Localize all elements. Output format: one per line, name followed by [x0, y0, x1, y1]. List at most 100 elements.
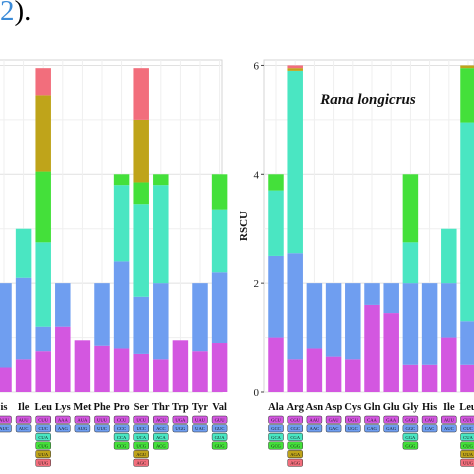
x-tick-label: Ile [18, 402, 30, 413]
x-tick-label: is [0, 402, 7, 413]
codon-label: AGG [290, 461, 301, 466]
codon-box [74, 424, 91, 433]
bar-segment-ile-1 [15, 359, 32, 392]
codon-label: UAC [195, 426, 205, 431]
codon-label: UUU [97, 418, 108, 423]
bar-segment-ser-1 [133, 353, 149, 392]
codon-box [133, 450, 149, 459]
bar-segment-gly-4 [402, 174, 419, 243]
bar-segment-ser-5 [133, 119, 149, 183]
codon-box [211, 441, 228, 450]
codon-label: CUC [463, 426, 472, 431]
codon-box [35, 441, 51, 450]
codon-label: CUU [38, 418, 48, 423]
codon-label: UGC [348, 426, 358, 431]
bar-segment-leu-3 [460, 122, 474, 322]
right-rscu-panel: 0 2 4 6 RSCU Rana longicrus Ala Arg Asn Asp Cys Gln… [238, 59, 474, 467]
bar-segment-thr-3 [153, 185, 169, 284]
bar-segment-lys-1 [55, 326, 71, 392]
bar-segment-asp-1 [325, 356, 342, 392]
codon-label: CUG [38, 443, 48, 448]
codon-box [268, 441, 284, 450]
codon-label: ACU [156, 418, 166, 423]
y-axis-label: RSCU [238, 211, 250, 241]
codon-box [441, 424, 457, 433]
codon-label: GUC [215, 426, 225, 431]
codon-box [306, 415, 323, 424]
codon-box [441, 415, 457, 424]
codon-label: AAC [310, 426, 320, 431]
codon-label: UGA [175, 418, 186, 423]
y-tick-label: 2 [254, 278, 260, 290]
codon-box [402, 441, 419, 450]
plot-area [0, 59, 223, 393]
codon-label: UCG [136, 443, 146, 448]
bar-segment-arg-3 [287, 70, 303, 254]
bar-segment-his-1 [421, 364, 438, 392]
codon-label: GAU [329, 418, 340, 423]
codon-label: GUG [215, 443, 226, 448]
bar-segment-trp-1 [172, 340, 189, 392]
codon-label: GGU [405, 418, 416, 423]
codon-label: UGU [348, 418, 359, 423]
codon-label: GAA [386, 418, 397, 423]
codon-box [383, 415, 399, 424]
bar-segment-gln-1 [364, 304, 380, 392]
codon-label: GCG [271, 443, 281, 448]
codon-label: CGU [290, 418, 300, 423]
bar-segment-ile-2 [441, 283, 457, 338]
bar-segment-arg-2 [287, 253, 303, 360]
codon-box [94, 424, 110, 433]
codon-box [325, 415, 342, 424]
codon-box [287, 424, 303, 433]
codon-box [287, 441, 303, 450]
bar-segment-asp-2 [325, 283, 342, 357]
x-tick-label: Ala [268, 402, 285, 413]
y-tick-label: 6 [254, 60, 260, 72]
codon-label: CAC [425, 426, 434, 431]
codon-box [35, 415, 51, 424]
x-tick-label: Phe [94, 402, 111, 413]
codon-label: ACC [156, 426, 165, 431]
bar-segment-his-2 [0, 283, 12, 368]
x-tick-label: Glu [383, 402, 400, 413]
codon-label: UUA [463, 452, 474, 457]
codon-box [192, 424, 208, 433]
codon-box [287, 415, 303, 424]
codon-label: CUG [463, 443, 473, 448]
codon-box [345, 415, 361, 424]
header-ref-number[interactable]: 2 [0, 0, 15, 27]
bar-segment-glu-1 [383, 313, 399, 392]
codon-box [287, 450, 303, 459]
codon-box [211, 432, 228, 441]
codon-label: AUU [444, 418, 455, 423]
x-tick-label: Tyr [192, 402, 208, 413]
codon-box [133, 441, 149, 450]
bar-segment-ile-3 [441, 228, 457, 284]
bar-segment-ser-2 [133, 296, 149, 354]
codon-box [113, 424, 130, 433]
codon-label: GAG [386, 426, 397, 431]
codon-label: CCA [117, 435, 127, 440]
x-tick-label: Pro [114, 402, 130, 413]
codon-box [345, 424, 361, 433]
codon-label: ACA [156, 435, 166, 440]
x-tick-label: Met [73, 402, 92, 413]
codon-box [421, 415, 438, 424]
codon-box [0, 415, 12, 424]
codon-box [35, 432, 51, 441]
codon-label: UUG [38, 461, 49, 466]
codon-label: UUA [38, 452, 49, 457]
codon-label: AAA [58, 418, 69, 423]
x-tick-label: Gln [364, 402, 381, 413]
bar-segment-ala-3 [268, 190, 284, 256]
x-tick-label: Asn [306, 402, 324, 413]
codon-box [35, 450, 51, 459]
codon-box [460, 432, 474, 441]
codon-box [211, 424, 228, 433]
x-tick-label: Leu [34, 402, 52, 413]
bar-segment-lys-2 [55, 283, 71, 327]
codon-box [383, 424, 399, 433]
codon-box [287, 432, 303, 441]
